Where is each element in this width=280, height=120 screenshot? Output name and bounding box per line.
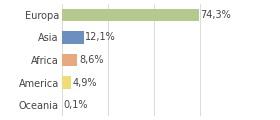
Text: 12,1%: 12,1% (85, 32, 116, 42)
Text: 4,9%: 4,9% (72, 78, 97, 88)
Text: 74,3%: 74,3% (200, 10, 231, 20)
Text: 8,6%: 8,6% (79, 55, 104, 65)
Bar (62, 76, 71, 89)
Bar (62, 31, 84, 44)
Text: 0,1%: 0,1% (63, 100, 88, 110)
Bar (62, 9, 199, 21)
Bar (62, 54, 78, 66)
